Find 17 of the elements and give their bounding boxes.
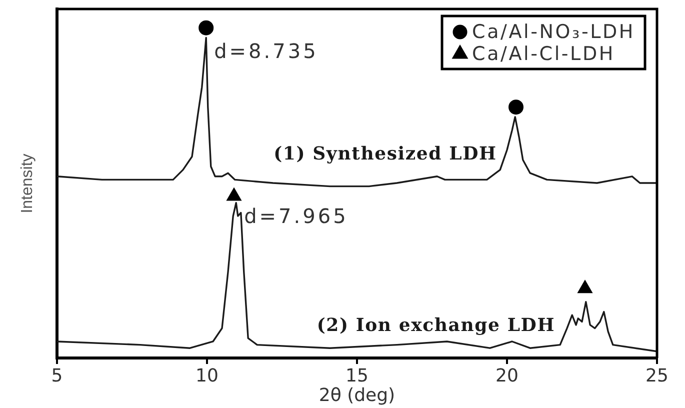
point [508, 100, 524, 115]
y-axis-title: Intensity [19, 154, 36, 214]
series-label: (2) Ion exchange LDH [316, 315, 556, 336]
x-tick-label: 15 [346, 365, 368, 386]
series-label: (1) Synthesized LDH [274, 143, 497, 164]
annotation: d=8.735 [214, 38, 318, 63]
x-tick-label: 10 [196, 365, 218, 386]
legend-label: Ca/Al-Cl-LDH [472, 42, 615, 65]
x-tick-label: 5 [51, 365, 63, 386]
legend-label: Ca/Al-NO₃-LDH [472, 20, 636, 43]
x-axis-title: 2θ (deg) [318, 384, 396, 406]
point [578, 280, 592, 294]
x-tick-label: 25 [646, 365, 668, 386]
annotation: d=7.965 [244, 204, 348, 228]
x-tick-label: 20 [496, 365, 518, 386]
point [226, 188, 242, 201]
point [198, 20, 214, 36]
